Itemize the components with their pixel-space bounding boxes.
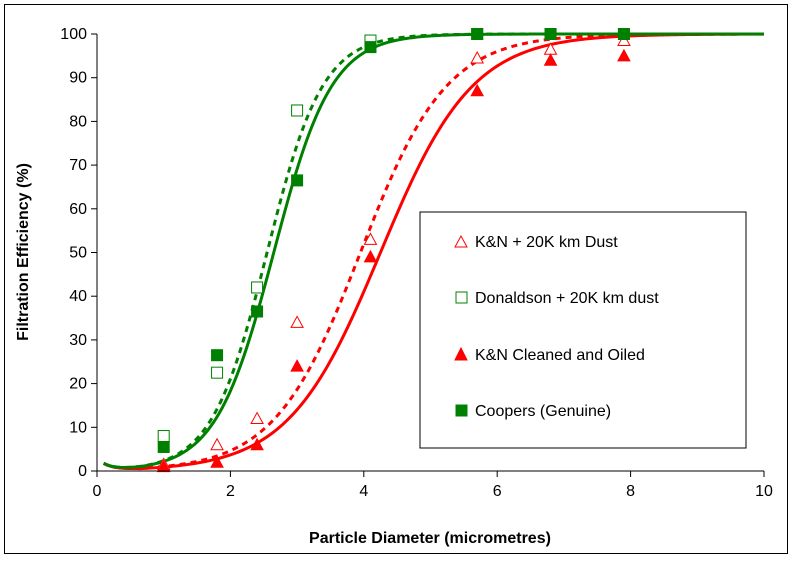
data-point-triangle [363, 249, 378, 263]
data-markers [156, 28, 631, 473]
legend-label-coopers: Coopers (Genuine) [475, 403, 611, 420]
data-point-triangle [210, 455, 224, 468]
y-tick-label: 0 [78, 463, 87, 480]
y-tick-label: 90 [69, 70, 87, 87]
x-axis-title: Particle Diameter (micrometres) [309, 530, 551, 547]
x-tick-label: 8 [626, 483, 635, 500]
data-point-square [251, 281, 264, 294]
data-point-triangle [617, 33, 631, 47]
y-tick-label: 40 [69, 288, 87, 305]
data-point-triangle [543, 53, 558, 66]
data-point-square [617, 28, 630, 40]
legend-label-kn-cleaned: K&N Cleaned and Oiled [475, 347, 645, 364]
legend: K&N + 20K km Dust Donaldson + 20K km dus… [419, 211, 747, 449]
y-tick-label: 10 [69, 419, 87, 436]
y-tick-label: 100 [60, 26, 87, 43]
fit-line-3 [103, 32, 764, 469]
fit-lines [103, 32, 765, 471]
legend-label-kn-dust: K&N + 20K km Dust [475, 234, 618, 251]
data-point-square [544, 28, 557, 40]
data-point-triangle [617, 48, 631, 62]
legend-item-coopers: Coopers (Genuine) [455, 403, 611, 420]
data-point-square [157, 430, 170, 443]
data-point-triangle [363, 232, 378, 245]
data-point-triangle [210, 437, 224, 451]
legend-marker-square-filled [455, 404, 468, 417]
data-point-triangle [250, 437, 264, 451]
data-point-square [291, 174, 304, 187]
legend-box [419, 211, 747, 449]
x-tick-label: 0 [93, 483, 102, 500]
ticks: 0 10 20 30 40 50 60 70 80 90 100 0 2 4 6 8 10 [60, 26, 773, 500]
legend-marker-triangle-open [454, 234, 468, 248]
data-point-square [471, 28, 484, 40]
data-point-square [364, 41, 377, 54]
y-tick-label: 60 [69, 201, 87, 218]
data-point-triangle [250, 411, 264, 425]
y-tick-label: 80 [69, 113, 87, 130]
data-point-triangle [470, 83, 485, 97]
data-point-square [251, 305, 264, 318]
y-tick-label: 70 [69, 157, 87, 174]
y-tick-label: 30 [69, 332, 87, 349]
data-point-square [291, 104, 304, 117]
data-point-triangle [470, 50, 485, 64]
data-point-triangle [156, 459, 171, 473]
legend-marker-square-open [455, 291, 468, 304]
x-tick-label: 6 [493, 483, 502, 500]
x-tick-label: 2 [226, 483, 235, 500]
legend-item-donaldson-dust: Donaldson + 20K km dust [455, 290, 659, 307]
y-axis-title: Filtration Efficiency (%) [15, 163, 32, 341]
data-point-triangle [290, 359, 304, 372]
legend-item-kn-cleaned: K&N Cleaned and Oiled [454, 346, 645, 364]
y-tick-label: 20 [69, 376, 87, 393]
data-point-triangle [290, 315, 304, 328]
legend-label-donaldson-dust: Donaldson + 20K km dust [475, 290, 659, 307]
data-point-square [211, 349, 224, 362]
x-tick-label: 4 [359, 483, 368, 500]
x-tick-label: 10 [755, 483, 773, 500]
legend-item-kn-dust: K&N + 20K km Dust [454, 234, 618, 251]
data-point-square [157, 440, 170, 453]
y-tick-label: 50 [69, 245, 87, 262]
legend-marker-triangle-filled [454, 346, 468, 361]
data-point-square [211, 366, 224, 379]
